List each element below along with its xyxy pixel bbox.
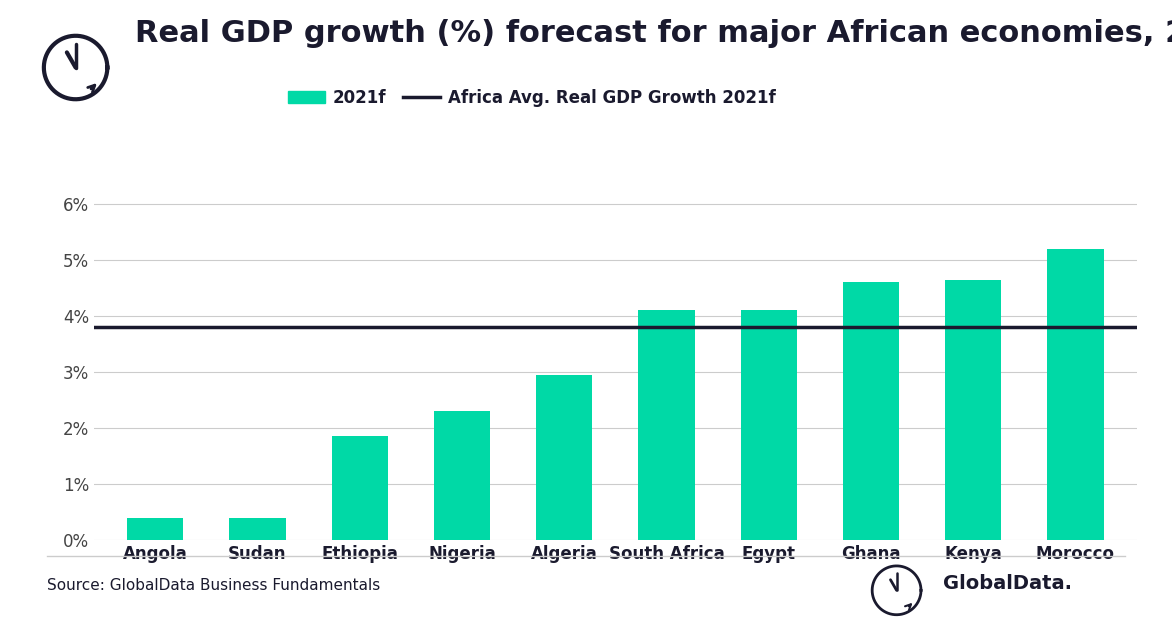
Bar (639, 310, 695, 540)
Text: GlobalData.: GlobalData. (943, 575, 1072, 593)
Text: Source: GlobalData Business Fundamentals: Source: GlobalData Business Fundamentals (47, 578, 380, 593)
Text: Real GDP growth (%) forecast for major African economies, 2021F: Real GDP growth (%) forecast for major A… (135, 19, 1172, 48)
Bar (127, 517, 183, 540)
Bar (843, 283, 899, 540)
Bar (945, 279, 1001, 540)
Legend: 2021f, Africa Avg. Real GDP Growth 2021f: 2021f, Africa Avg. Real GDP Growth 2021f (281, 82, 783, 114)
Bar (1048, 249, 1104, 540)
Bar (434, 411, 490, 540)
Bar (536, 375, 592, 540)
Bar (741, 310, 797, 540)
Bar (332, 436, 388, 540)
Bar (230, 517, 286, 540)
